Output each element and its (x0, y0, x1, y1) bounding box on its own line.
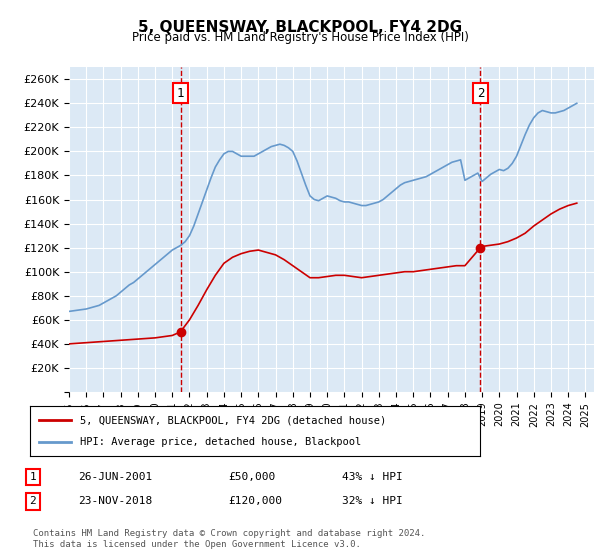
Text: Contains HM Land Registry data © Crown copyright and database right 2024.
This d: Contains HM Land Registry data © Crown c… (33, 529, 425, 549)
Text: Price paid vs. HM Land Registry's House Price Index (HPI): Price paid vs. HM Land Registry's House … (131, 31, 469, 44)
Text: £50,000: £50,000 (228, 472, 275, 482)
Text: 26-JUN-2001: 26-JUN-2001 (78, 472, 152, 482)
Text: 5, QUEENSWAY, BLACKPOOL, FY4 2DG (detached house): 5, QUEENSWAY, BLACKPOOL, FY4 2DG (detach… (79, 415, 386, 425)
Text: 5, QUEENSWAY, BLACKPOOL, FY4 2DG: 5, QUEENSWAY, BLACKPOOL, FY4 2DG (138, 20, 462, 35)
Text: 2: 2 (29, 496, 37, 506)
Text: HPI: Average price, detached house, Blackpool: HPI: Average price, detached house, Blac… (79, 437, 361, 447)
Text: £120,000: £120,000 (228, 496, 282, 506)
Text: 1: 1 (177, 87, 184, 100)
Text: 32% ↓ HPI: 32% ↓ HPI (342, 496, 403, 506)
Text: 2: 2 (476, 87, 484, 100)
Text: 43% ↓ HPI: 43% ↓ HPI (342, 472, 403, 482)
Text: 23-NOV-2018: 23-NOV-2018 (78, 496, 152, 506)
Text: 1: 1 (29, 472, 37, 482)
